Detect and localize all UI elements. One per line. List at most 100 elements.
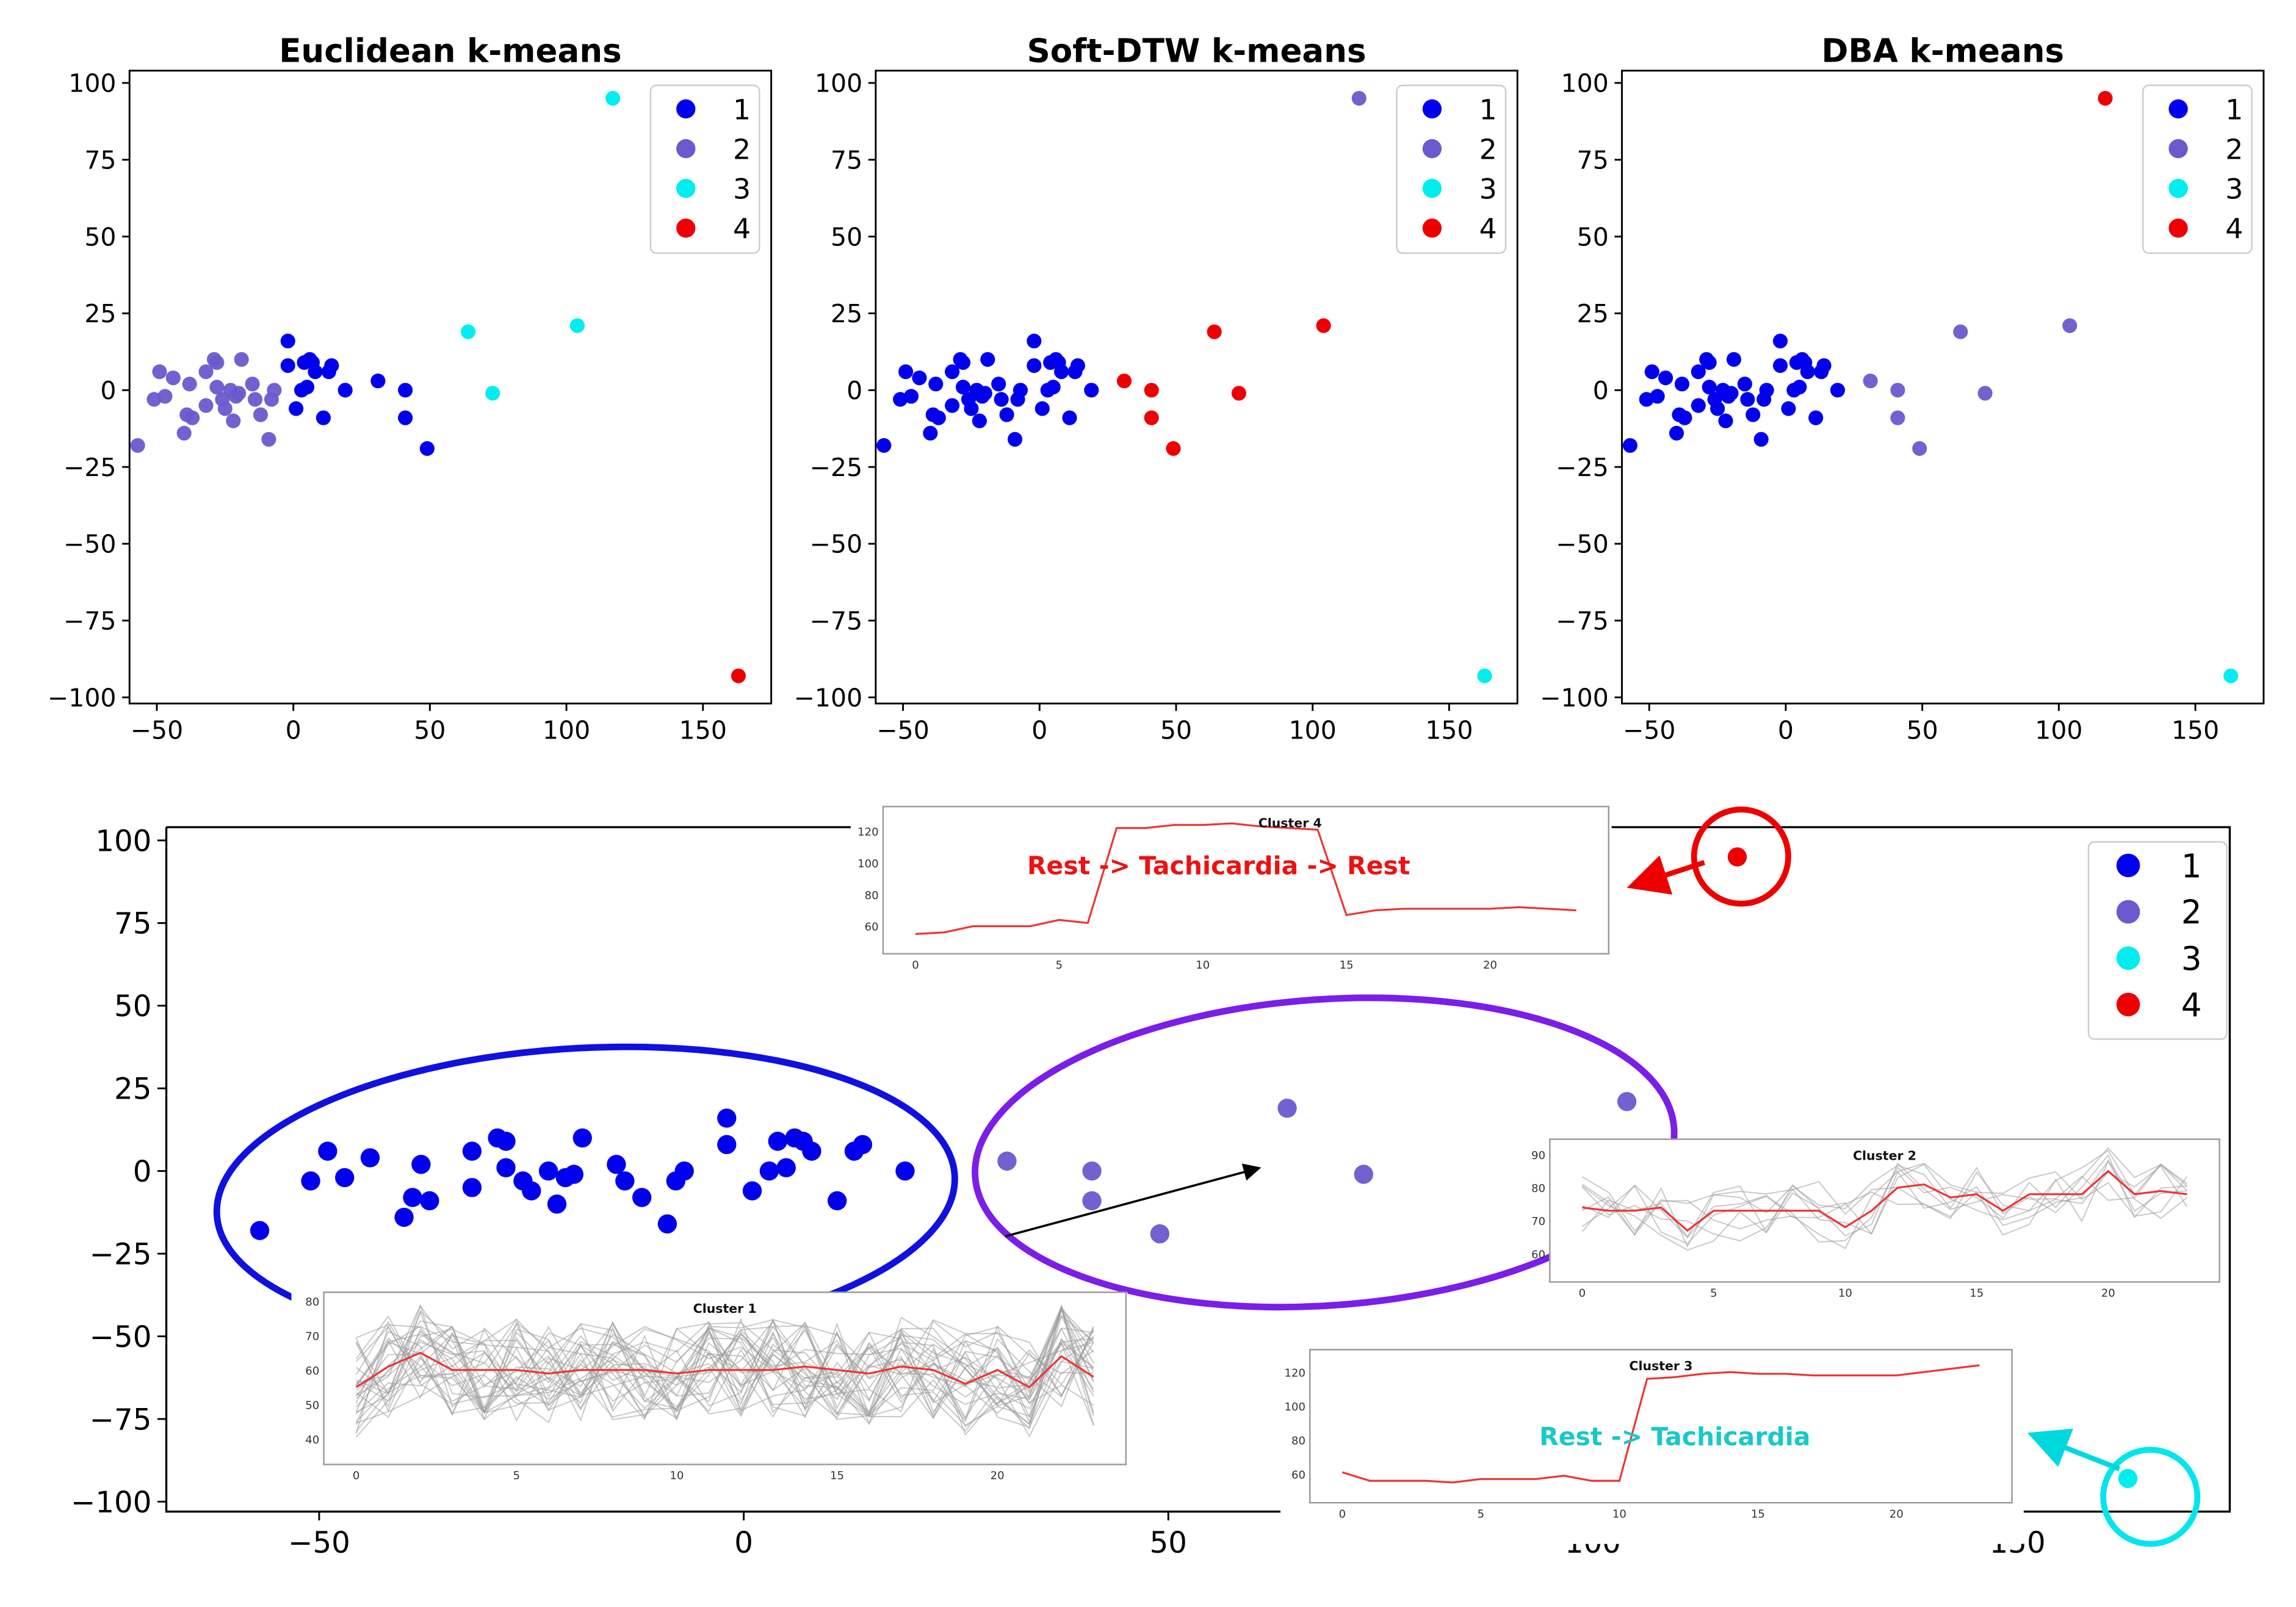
data-point [731,668,746,684]
data-point [1890,410,1905,425]
inset-frame [1309,1349,2013,1504]
data-point [1617,1092,1637,1111]
data-point [1977,386,1993,401]
data-point [231,386,247,401]
y-tick-label: −50 [1556,530,1609,559]
data-point [1166,441,1181,456]
data-point [217,401,233,416]
y-tick-label: 0 [133,1155,152,1189]
data-point [1890,383,1905,398]
data-point [903,389,919,404]
inset-background [1550,1139,2220,1319]
legend-label: 4 [1479,212,1497,245]
data-point [1740,392,1755,407]
inset-x-tick: 10 [1838,1287,1852,1300]
inset-cluster-plot: 80 70 60 50 40 0 5 10 15 20 Cluster 1 [291,1291,1128,1501]
y-tick-label: 25 [831,299,862,328]
data-point [898,364,914,380]
data-point [1727,847,1747,867]
data-point [1622,438,1637,453]
data-point [1953,324,1968,339]
x-tick-label: 0 [286,716,301,745]
inset-x-tick: 5 [1056,959,1063,972]
data-point [964,401,979,416]
data-point [717,1135,737,1155]
inset-x-tick: 15 [1969,1287,1984,1300]
data-point [299,380,315,395]
y-tick-label: 0 [100,376,116,405]
x-tick-label: 100 [2035,716,2082,745]
x-tick-label: 0 [1778,716,1794,745]
data-point [928,377,944,392]
data-point [768,1132,787,1151]
data-point [234,352,249,367]
data-point [1477,668,1492,684]
inset-cluster-plot: 120 100 80 60 0 5 10 15 20 Cluster 3 Rest -> Tachi… [1280,1349,2024,1544]
data-point [324,358,339,374]
legend-label: 3 [1479,173,1497,206]
y-tick-label: 0 [1593,376,1609,405]
y-tick-label: 25 [84,299,116,328]
legend-marker [1422,99,1442,119]
x-tick-label: 100 [543,716,590,745]
member-trace [355,1306,1094,1426]
data-point [1759,383,1774,398]
data-point [338,383,353,398]
legend-marker [1422,139,1442,159]
data-point [657,1214,677,1234]
inset-title: Cluster 4 [1258,815,1322,830]
data-point [827,1191,847,1211]
data-point [370,374,386,389]
y-tick-label: 50 [831,222,862,251]
inset-cluster-plot: 90 80 70 60 0 5 10 15 20 Cluster 2 [1531,1138,2220,1319]
data-point [152,364,167,380]
inset-frame [882,806,1610,955]
data-point [267,383,282,398]
y-tick-label: 100 [815,69,862,98]
data-point [923,425,938,441]
arrow-to-cluster-2 [1005,1163,1262,1238]
data-point [403,1188,422,1207]
data-point [802,1141,821,1161]
data-point [522,1181,541,1201]
data-point [496,1132,516,1151]
inset-x-tick: 0 [912,959,919,972]
data-point [1863,374,1878,389]
data-point [776,1158,796,1177]
data-point [198,364,214,380]
y-tick-label: −25 [1556,453,1609,482]
y-tick-label: −50 [810,530,863,559]
data-point [1710,401,1725,416]
data-point [176,425,192,441]
data-point [1082,1161,1102,1181]
inset-annotation: Rest -> Tachicardia [1539,1422,1810,1451]
inset-x-tick: 10 [1196,959,1210,972]
y-tick-label: −75 [1556,607,1609,636]
data-point [1781,401,1796,416]
data-point [1772,333,1788,348]
data-point [759,1161,779,1181]
data-point [496,1158,516,1177]
data-point [247,392,263,407]
y-tick-label: 0 [847,376,862,405]
data-point [209,355,225,370]
legend-marker [1422,218,1442,238]
data-point [564,1165,584,1184]
data-point [742,1181,762,1201]
member-trace [355,1326,1094,1428]
legend-marker [676,218,696,238]
data-point [1658,370,1673,386]
inset-x-tick: 0 [1579,1287,1586,1300]
x-tick-label: −50 [288,1526,350,1560]
inset-y-tick: 120 [1285,1367,1306,1379]
inset-y-tick: 60 [1291,1468,1305,1481]
data-point [1007,432,1023,447]
data-point [318,1141,338,1161]
legend-marker [2116,853,2140,878]
inset-cluster-plot: 120 100 80 60 0 5 10 15 20 Cluster 4 Rest -> Tachi… [850,800,1612,992]
data-point [1351,91,1366,106]
legend-label: 1 [2225,93,2243,126]
scatter-panel-3: DBA k-means−50 0 50 100 1501007550250−25−50−… [1540,32,2265,745]
data-point [931,410,946,425]
data-point [1231,386,1246,401]
